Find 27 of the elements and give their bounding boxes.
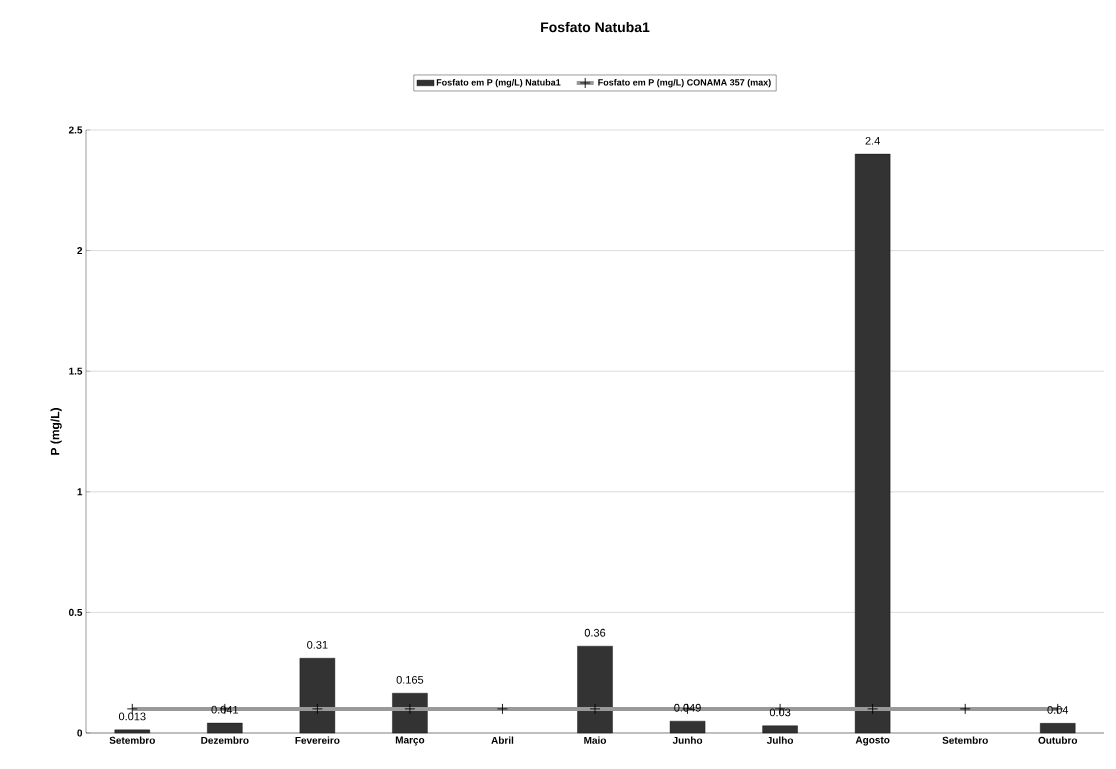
x-tick-label: Dezembro (201, 736, 249, 744)
x-tick-label: Março (395, 736, 425, 746)
chart-title: Fosfato Natuba1 (541, 21, 650, 33)
x-tick-label: Agosto (855, 736, 890, 746)
data-label: 0.03 (769, 708, 791, 717)
data-label: 2.4 (865, 136, 880, 145)
y-tick-label: 1 (77, 488, 83, 496)
x-tick-label: Setembro (942, 736, 988, 744)
y-tick-label: 0 (77, 729, 83, 737)
data-label: 0.013 (118, 712, 146, 721)
y-tick-label: 2.5 (68, 126, 83, 134)
y-tick-label: 2 (77, 247, 83, 255)
data-label: 0.31 (307, 640, 328, 649)
x-tick-label: Julho (766, 736, 794, 744)
y-axis-title: P (mg/L) (50, 408, 62, 455)
y-tick-label: 0.5 (68, 608, 83, 616)
x-tick-label: Fevereiro (295, 736, 340, 744)
x-tick-label: Outubro (1038, 736, 1078, 744)
x-tick-label: Abril (491, 736, 514, 744)
legend-label: Fosfato em P (mg/L) CONAMA 357 (max) (598, 78, 771, 88)
legend-label: Fosfato em P (mg/L) Natuba1 (436, 78, 561, 88)
x-tick-label: Junho (672, 736, 703, 744)
data-label: 0.165 (396, 675, 424, 684)
x-tick-label: Maio (584, 736, 607, 744)
data-label: 0.36 (584, 628, 606, 637)
x-tick-label: Setembro (109, 736, 155, 744)
y-tick-label: 1.5 (69, 367, 83, 375)
